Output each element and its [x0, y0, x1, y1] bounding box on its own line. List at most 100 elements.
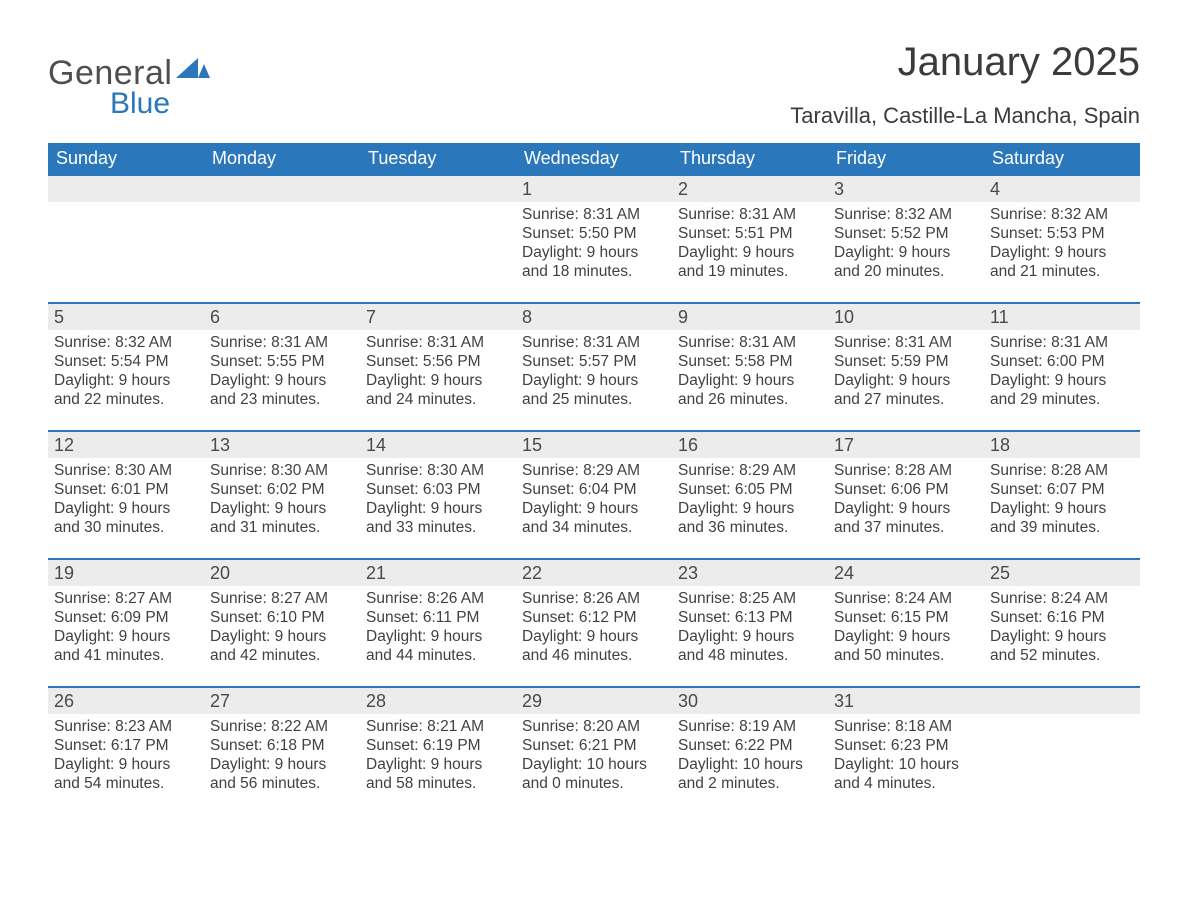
day-body: Sunrise: 8:31 AMSunset: 6:00 PMDaylight:…	[984, 330, 1140, 415]
calendar-cell: 28Sunrise: 8:21 AMSunset: 6:19 PMDayligh…	[360, 686, 516, 814]
day-body: Sunrise: 8:30 AMSunset: 6:02 PMDaylight:…	[204, 458, 360, 543]
weekday-header: Saturday	[984, 143, 1140, 174]
calendar-cell: 8Sunrise: 8:31 AMSunset: 5:57 PMDaylight…	[516, 302, 672, 430]
calendar-body: 1Sunrise: 8:31 AMSunset: 5:50 PMDaylight…	[48, 174, 1140, 814]
calendar-cell	[48, 174, 204, 302]
calendar-week-row: 1Sunrise: 8:31 AMSunset: 5:50 PMDaylight…	[48, 174, 1140, 302]
day-number-bar: 9	[672, 302, 828, 330]
day-number-bar: 16	[672, 430, 828, 458]
day-body: Sunrise: 8:30 AMSunset: 6:03 PMDaylight:…	[360, 458, 516, 543]
day-number-bar: 12	[48, 430, 204, 458]
calendar-cell: 18Sunrise: 8:28 AMSunset: 6:07 PMDayligh…	[984, 430, 1140, 558]
day-body: Sunrise: 8:31 AMSunset: 5:56 PMDaylight:…	[360, 330, 516, 415]
day-body: Sunrise: 8:31 AMSunset: 5:57 PMDaylight:…	[516, 330, 672, 415]
calendar-week-row: 19Sunrise: 8:27 AMSunset: 6:09 PMDayligh…	[48, 558, 1140, 686]
day-number-bar	[984, 686, 1140, 714]
day-body: Sunrise: 8:27 AMSunset: 6:10 PMDaylight:…	[204, 586, 360, 671]
calendar-cell: 4Sunrise: 8:32 AMSunset: 5:53 PMDaylight…	[984, 174, 1140, 302]
day-number-bar	[48, 174, 204, 202]
day-body: Sunrise: 8:22 AMSunset: 6:18 PMDaylight:…	[204, 714, 360, 799]
weekday-header-row: SundayMondayTuesdayWednesdayThursdayFrid…	[48, 143, 1140, 174]
calendar-cell: 31Sunrise: 8:18 AMSunset: 6:23 PMDayligh…	[828, 686, 984, 814]
day-body: Sunrise: 8:31 AMSunset: 5:59 PMDaylight:…	[828, 330, 984, 415]
day-number-bar: 23	[672, 558, 828, 586]
calendar-week-row: 12Sunrise: 8:30 AMSunset: 6:01 PMDayligh…	[48, 430, 1140, 558]
calendar-cell: 6Sunrise: 8:31 AMSunset: 5:55 PMDaylight…	[204, 302, 360, 430]
calendar-cell: 19Sunrise: 8:27 AMSunset: 6:09 PMDayligh…	[48, 558, 204, 686]
calendar-cell: 21Sunrise: 8:26 AMSunset: 6:11 PMDayligh…	[360, 558, 516, 686]
calendar-cell: 13Sunrise: 8:30 AMSunset: 6:02 PMDayligh…	[204, 430, 360, 558]
calendar-cell: 25Sunrise: 8:24 AMSunset: 6:16 PMDayligh…	[984, 558, 1140, 686]
calendar-cell: 29Sunrise: 8:20 AMSunset: 6:21 PMDayligh…	[516, 686, 672, 814]
day-number-bar: 7	[360, 302, 516, 330]
calendar-cell	[360, 174, 516, 302]
day-body: Sunrise: 8:26 AMSunset: 6:11 PMDaylight:…	[360, 586, 516, 671]
day-number-bar: 17	[828, 430, 984, 458]
day-body: Sunrise: 8:18 AMSunset: 6:23 PMDaylight:…	[828, 714, 984, 799]
day-body: Sunrise: 8:29 AMSunset: 6:04 PMDaylight:…	[516, 458, 672, 543]
header-row: General Blue January 2025 Taravilla, Cas…	[48, 40, 1140, 129]
calendar-cell: 22Sunrise: 8:26 AMSunset: 6:12 PMDayligh…	[516, 558, 672, 686]
day-number-bar	[204, 174, 360, 202]
day-number-bar: 28	[360, 686, 516, 714]
weekday-header: Tuesday	[360, 143, 516, 174]
day-body: Sunrise: 8:19 AMSunset: 6:22 PMDaylight:…	[672, 714, 828, 799]
calendar-cell: 2Sunrise: 8:31 AMSunset: 5:51 PMDaylight…	[672, 174, 828, 302]
day-number-bar: 21	[360, 558, 516, 586]
calendar-cell: 17Sunrise: 8:28 AMSunset: 6:06 PMDayligh…	[828, 430, 984, 558]
calendar-cell	[984, 686, 1140, 814]
day-number-bar: 8	[516, 302, 672, 330]
day-number-bar: 14	[360, 430, 516, 458]
calendar-cell: 12Sunrise: 8:30 AMSunset: 6:01 PMDayligh…	[48, 430, 204, 558]
day-number-bar: 3	[828, 174, 984, 202]
day-body: Sunrise: 8:23 AMSunset: 6:17 PMDaylight:…	[48, 714, 204, 799]
day-number-bar: 4	[984, 174, 1140, 202]
calendar-cell: 3Sunrise: 8:32 AMSunset: 5:52 PMDaylight…	[828, 174, 984, 302]
month-title: January 2025	[790, 40, 1140, 85]
day-number-bar	[360, 174, 516, 202]
calendar-cell: 7Sunrise: 8:31 AMSunset: 5:56 PMDaylight…	[360, 302, 516, 430]
day-number-bar: 6	[204, 302, 360, 330]
day-body: Sunrise: 8:28 AMSunset: 6:06 PMDaylight:…	[828, 458, 984, 543]
day-body: Sunrise: 8:31 AMSunset: 5:51 PMDaylight:…	[672, 202, 828, 287]
day-number-bar: 29	[516, 686, 672, 714]
calendar-cell: 1Sunrise: 8:31 AMSunset: 5:50 PMDaylight…	[516, 174, 672, 302]
weekday-header: Sunday	[48, 143, 204, 174]
day-body: Sunrise: 8:31 AMSunset: 5:55 PMDaylight:…	[204, 330, 360, 415]
day-body: Sunrise: 8:30 AMSunset: 6:01 PMDaylight:…	[48, 458, 204, 543]
location: Taravilla, Castille-La Mancha, Spain	[790, 103, 1140, 129]
day-body: Sunrise: 8:32 AMSunset: 5:53 PMDaylight:…	[984, 202, 1140, 287]
day-number-bar: 13	[204, 430, 360, 458]
day-number-bar: 22	[516, 558, 672, 586]
day-body: Sunrise: 8:32 AMSunset: 5:54 PMDaylight:…	[48, 330, 204, 415]
calendar-cell: 24Sunrise: 8:24 AMSunset: 6:15 PMDayligh…	[828, 558, 984, 686]
day-number-bar: 25	[984, 558, 1140, 586]
calendar-week-row: 26Sunrise: 8:23 AMSunset: 6:17 PMDayligh…	[48, 686, 1140, 814]
title-block: January 2025 Taravilla, Castille-La Manc…	[790, 40, 1140, 129]
day-body: Sunrise: 8:26 AMSunset: 6:12 PMDaylight:…	[516, 586, 672, 671]
calendar-cell: 16Sunrise: 8:29 AMSunset: 6:05 PMDayligh…	[672, 430, 828, 558]
calendar-cell: 15Sunrise: 8:29 AMSunset: 6:04 PMDayligh…	[516, 430, 672, 558]
day-number-bar: 26	[48, 686, 204, 714]
day-body: Sunrise: 8:28 AMSunset: 6:07 PMDaylight:…	[984, 458, 1140, 543]
day-body: Sunrise: 8:24 AMSunset: 6:16 PMDaylight:…	[984, 586, 1140, 671]
weekday-header: Wednesday	[516, 143, 672, 174]
weekday-header: Monday	[204, 143, 360, 174]
day-body: Sunrise: 8:29 AMSunset: 6:05 PMDaylight:…	[672, 458, 828, 543]
weekday-header: Thursday	[672, 143, 828, 174]
day-number-bar: 11	[984, 302, 1140, 330]
calendar-cell: 20Sunrise: 8:27 AMSunset: 6:10 PMDayligh…	[204, 558, 360, 686]
calendar-cell: 9Sunrise: 8:31 AMSunset: 5:58 PMDaylight…	[672, 302, 828, 430]
day-number-bar: 15	[516, 430, 672, 458]
logo-mark-icon	[176, 54, 210, 82]
calendar-cell	[204, 174, 360, 302]
day-number-bar: 20	[204, 558, 360, 586]
calendar-cell: 10Sunrise: 8:31 AMSunset: 5:59 PMDayligh…	[828, 302, 984, 430]
calendar-cell: 30Sunrise: 8:19 AMSunset: 6:22 PMDayligh…	[672, 686, 828, 814]
day-number-bar: 24	[828, 558, 984, 586]
day-body: Sunrise: 8:25 AMSunset: 6:13 PMDaylight:…	[672, 586, 828, 671]
day-body: Sunrise: 8:20 AMSunset: 6:21 PMDaylight:…	[516, 714, 672, 799]
day-body: Sunrise: 8:27 AMSunset: 6:09 PMDaylight:…	[48, 586, 204, 671]
logo: General Blue	[48, 40, 210, 121]
calendar-table: SundayMondayTuesdayWednesdayThursdayFrid…	[48, 143, 1140, 814]
